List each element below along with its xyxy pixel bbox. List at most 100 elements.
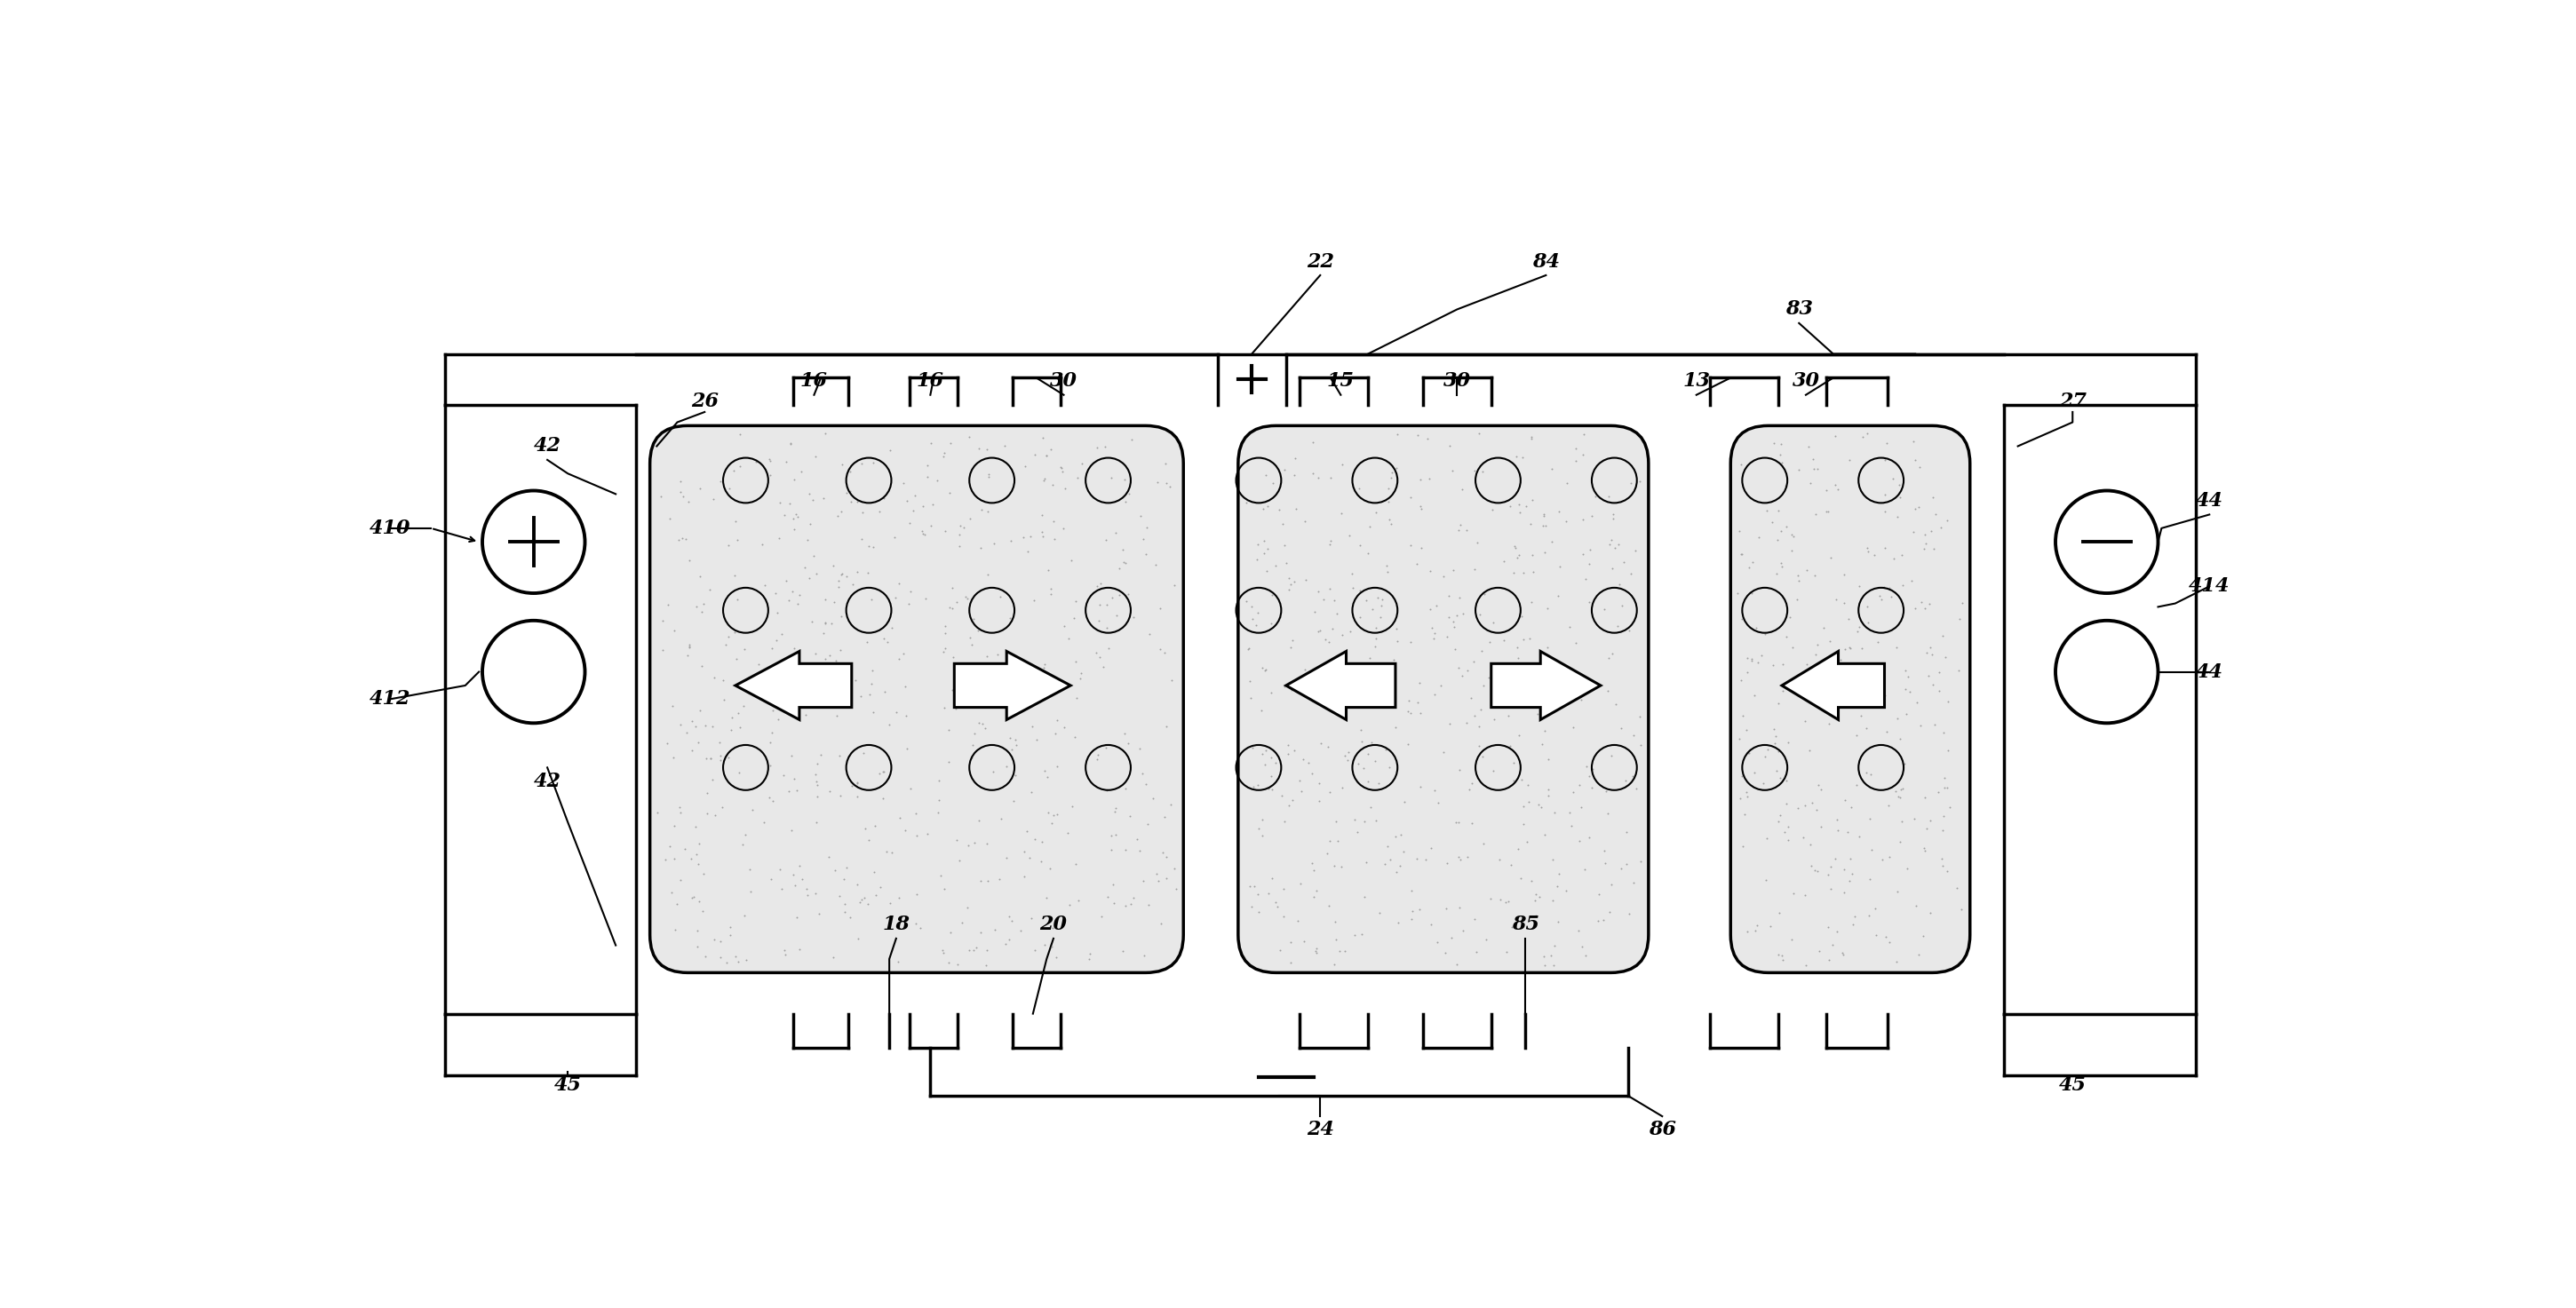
Point bbox=[1530, 946, 1571, 967]
Point bbox=[925, 521, 966, 542]
Point bbox=[1118, 739, 1159, 760]
Point bbox=[1244, 464, 1285, 485]
Point bbox=[1141, 913, 1182, 934]
Point bbox=[1036, 947, 1077, 968]
Point bbox=[804, 422, 845, 443]
Point bbox=[719, 717, 760, 738]
Point bbox=[1368, 562, 1409, 583]
Point bbox=[693, 929, 734, 950]
Point bbox=[1041, 456, 1082, 477]
Point bbox=[1765, 517, 1806, 538]
Point bbox=[714, 565, 755, 586]
Point bbox=[1893, 522, 1935, 543]
Point bbox=[1126, 773, 1167, 794]
Text: 15: 15 bbox=[1327, 371, 1355, 391]
Polygon shape bbox=[1783, 651, 1886, 719]
Point bbox=[659, 870, 701, 891]
Point bbox=[1785, 884, 1826, 905]
Point bbox=[1347, 743, 1388, 764]
Point bbox=[1896, 450, 1937, 471]
Point bbox=[1342, 757, 1383, 778]
Point bbox=[945, 586, 987, 607]
Point bbox=[1244, 530, 1285, 551]
Point bbox=[750, 464, 791, 485]
Point bbox=[1108, 806, 1149, 827]
Point bbox=[1247, 561, 1288, 582]
Point bbox=[1229, 638, 1270, 659]
Point bbox=[848, 562, 889, 583]
Point bbox=[809, 846, 850, 867]
Point bbox=[1904, 539, 1945, 560]
Point bbox=[884, 472, 925, 493]
Point bbox=[1231, 738, 1273, 759]
Point bbox=[1324, 940, 1365, 961]
Point bbox=[1919, 680, 1960, 701]
Point bbox=[762, 505, 804, 526]
Point bbox=[1816, 664, 1857, 685]
Point bbox=[909, 433, 951, 454]
Point bbox=[1829, 637, 1870, 658]
Point bbox=[922, 943, 963, 964]
Point bbox=[1422, 566, 1463, 587]
Point bbox=[1309, 781, 1350, 802]
Point bbox=[1376, 458, 1417, 479]
Point bbox=[1141, 842, 1182, 863]
Point bbox=[1283, 510, 1324, 531]
Point bbox=[1538, 585, 1579, 606]
Point bbox=[1832, 797, 1873, 818]
Point bbox=[920, 865, 961, 886]
Point bbox=[1139, 638, 1180, 659]
Point bbox=[1358, 773, 1399, 794]
Point bbox=[855, 884, 896, 905]
Point bbox=[1095, 892, 1136, 913]
Text: 412: 412 bbox=[368, 689, 410, 709]
Point bbox=[690, 747, 732, 768]
Point bbox=[1772, 526, 1814, 547]
Point bbox=[835, 670, 876, 691]
Point bbox=[938, 850, 979, 871]
Point bbox=[778, 593, 819, 613]
Point bbox=[796, 774, 837, 795]
Point bbox=[1566, 756, 1607, 777]
Point bbox=[1525, 824, 1566, 845]
Point bbox=[1077, 611, 1118, 632]
Point bbox=[1242, 808, 1283, 829]
Point bbox=[1298, 621, 1340, 642]
Point bbox=[969, 464, 1010, 485]
Point bbox=[878, 952, 920, 973]
Point bbox=[652, 747, 693, 768]
Point bbox=[1728, 557, 1770, 578]
Point bbox=[987, 679, 1028, 700]
Point bbox=[1463, 675, 1504, 696]
Point bbox=[837, 772, 878, 793]
Point bbox=[1461, 462, 1502, 483]
Point bbox=[1584, 781, 1625, 802]
Point bbox=[1811, 857, 1852, 878]
Point bbox=[1401, 538, 1443, 559]
Point bbox=[1471, 693, 1512, 714]
Point bbox=[1808, 684, 1850, 705]
Point bbox=[853, 862, 894, 883]
Point bbox=[819, 564, 860, 585]
Point bbox=[1468, 667, 1510, 688]
Point bbox=[665, 838, 706, 859]
Point bbox=[1486, 942, 1528, 963]
Point bbox=[680, 700, 721, 721]
Point bbox=[698, 732, 739, 753]
Point bbox=[868, 893, 909, 914]
Point bbox=[1314, 590, 1355, 611]
Point bbox=[1819, 649, 1860, 670]
Point bbox=[1904, 534, 1945, 555]
Point bbox=[1316, 811, 1358, 832]
Point bbox=[822, 869, 863, 889]
Point bbox=[1309, 578, 1350, 599]
Point bbox=[1940, 608, 1981, 629]
Point bbox=[1479, 889, 1520, 910]
Point bbox=[876, 587, 917, 608]
Point bbox=[1373, 649, 1414, 670]
Point bbox=[765, 570, 806, 591]
Text: 42: 42 bbox=[533, 772, 562, 791]
Point bbox=[1028, 766, 1069, 787]
Point bbox=[1747, 500, 1788, 521]
Point bbox=[1741, 645, 1783, 666]
